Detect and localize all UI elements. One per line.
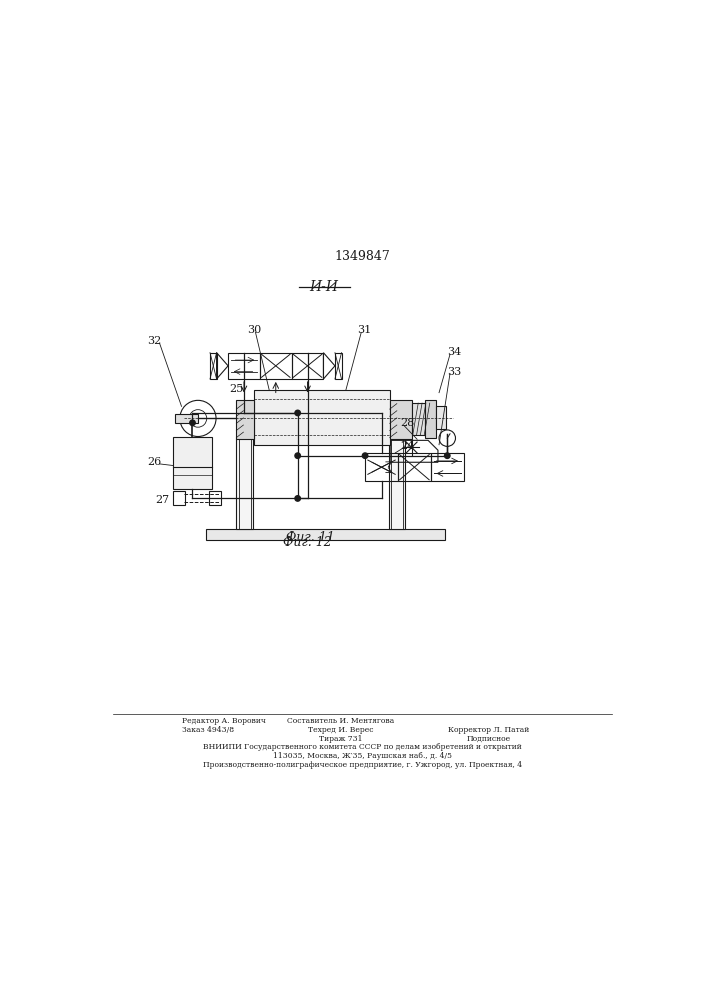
- Bar: [390, 400, 411, 439]
- Bar: [209, 491, 221, 505]
- Bar: [426, 400, 436, 438]
- Circle shape: [295, 453, 300, 458]
- Bar: [173, 491, 185, 505]
- Text: 24: 24: [401, 441, 415, 451]
- Bar: [431, 453, 464, 481]
- Text: Фиг. 12: Фиг. 12: [284, 536, 332, 549]
- Circle shape: [295, 410, 300, 416]
- Text: 34: 34: [448, 347, 462, 357]
- Circle shape: [445, 453, 450, 458]
- Text: Корректор Л. Патай: Корректор Л. Патай: [448, 726, 529, 734]
- Text: ВНИИПИ Государственного комитета СССР по делам изобретений и открытий: ВНИИПИ Государственного комитета СССР по…: [203, 743, 522, 751]
- Bar: [236, 438, 253, 529]
- Circle shape: [189, 420, 195, 426]
- Text: 26: 26: [148, 457, 162, 467]
- Text: 33: 33: [448, 367, 462, 377]
- Bar: [210, 353, 216, 379]
- Text: Производственно-полиграфическое предприятие, г. Ужгород, ул. Проектная, 4: Производственно-полиграфическое предприя…: [203, 761, 522, 769]
- Circle shape: [295, 496, 300, 501]
- Text: Редактор А. Ворович: Редактор А. Ворович: [182, 717, 265, 725]
- Bar: [173, 437, 211, 489]
- Text: 1349847: 1349847: [334, 250, 390, 263]
- Text: Заказ 4943/8: Заказ 4943/8: [182, 726, 233, 734]
- Circle shape: [363, 453, 368, 458]
- Bar: [398, 453, 431, 481]
- Bar: [389, 438, 405, 529]
- Text: 28: 28: [401, 418, 415, 428]
- Bar: [236, 400, 255, 439]
- Text: 30: 30: [247, 325, 262, 335]
- Text: 32: 32: [148, 336, 162, 346]
- Text: И-И: И-И: [310, 280, 339, 294]
- Text: 113035, Москва, Ж‵35, Раушская наб., д. 4/5: 113035, Москва, Ж‵35, Раушская наб., д. …: [273, 752, 452, 760]
- Bar: [260, 353, 292, 379]
- Bar: [228, 353, 260, 379]
- Bar: [436, 406, 446, 429]
- Text: Тираж 731: Тираж 731: [319, 735, 362, 743]
- Text: Составитель И. Ментягова: Составитель И. Ментягова: [287, 717, 394, 725]
- Text: 27: 27: [156, 495, 170, 505]
- Text: 25: 25: [230, 384, 244, 394]
- Text: Подписное: Подписное: [467, 735, 510, 743]
- Text: Техред И. Верес: Техред И. Верес: [308, 726, 373, 734]
- Bar: [411, 403, 426, 435]
- Bar: [175, 414, 198, 423]
- Bar: [292, 353, 323, 379]
- Bar: [365, 453, 398, 481]
- Text: Фиг. 11: Фиг. 11: [286, 531, 334, 544]
- Bar: [335, 353, 341, 379]
- Text: 31: 31: [357, 325, 371, 335]
- Bar: [254, 390, 390, 445]
- Bar: [206, 529, 445, 540]
